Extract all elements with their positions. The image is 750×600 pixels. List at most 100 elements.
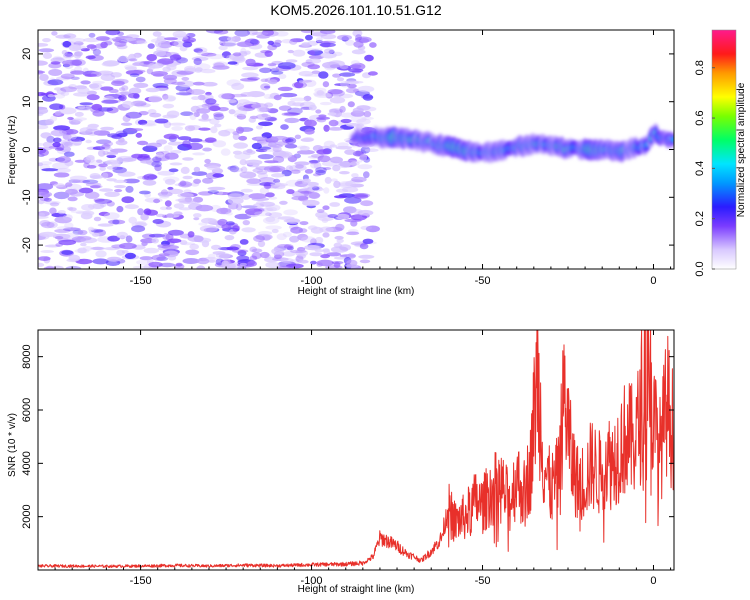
noise-blob: [98, 163, 108, 168]
noise-blob: [165, 206, 172, 210]
noise-blob: [85, 139, 92, 144]
noise-blob: [120, 122, 133, 126]
noise-blob: [264, 50, 273, 57]
noise-blob: [351, 173, 359, 178]
noise-blob: [135, 76, 146, 83]
noise-blob: [205, 91, 212, 96]
noise-blob: [311, 186, 320, 191]
noise-blob: [182, 157, 194, 161]
noise-blob: [54, 110, 62, 116]
noise-blob: [339, 72, 356, 77]
noise-blob: [114, 40, 127, 47]
noise-blob: [193, 178, 202, 184]
noise-blob: [166, 110, 180, 118]
noise-blob: [108, 88, 119, 94]
noise-blob: [42, 38, 51, 43]
noise-blob: [314, 87, 327, 93]
noise-blob: [67, 116, 74, 120]
noise-blob: [62, 214, 73, 221]
noise-blob: [164, 178, 176, 185]
y-tick-label: 4000: [21, 451, 33, 475]
noise-blob: [317, 152, 324, 161]
spectrogram-trace: [350, 123, 674, 164]
noise-blob: [299, 145, 310, 151]
noise-blob: [67, 138, 80, 142]
noise-blob: [213, 113, 225, 121]
noise-blob: [50, 115, 58, 122]
noise-blob: [218, 45, 228, 51]
noise-blob: [92, 48, 101, 56]
noise-blob: [277, 244, 291, 249]
noise-blob: [102, 172, 109, 179]
noise-blob: [112, 219, 120, 225]
noise-blob: [67, 37, 86, 44]
noise-blob: [111, 80, 125, 87]
noise-blob: [156, 152, 164, 158]
noise-blob: [60, 73, 75, 80]
noise-blob: [116, 231, 128, 239]
noise-blob: [47, 94, 55, 98]
noise-blob: [132, 62, 145, 66]
noise-blob: [53, 191, 70, 200]
noise-blob: [159, 206, 169, 211]
noise-blob: [129, 73, 140, 78]
noise-blob: [149, 112, 162, 118]
noise-blob: [136, 140, 149, 146]
noise-blob: [319, 101, 332, 106]
noise-blob: [92, 258, 109, 265]
snr-panel: -150 -100 -50 0 2000 4000 6000 8000 Height of …: [7, 329, 675, 595]
noise-blob: [337, 34, 352, 41]
noise-blob: [318, 71, 329, 79]
noise-blob: [293, 81, 304, 89]
noise-blob: [332, 73, 342, 78]
noise-blob: [275, 182, 282, 186]
noise-blob: [221, 224, 232, 230]
noise-blob: [193, 48, 203, 53]
noise-blob: [92, 146, 106, 151]
noise-blob: [238, 135, 248, 141]
noise-blob: [338, 93, 353, 99]
snr-x-ticks: -150 -100 -50 0: [54, 330, 672, 587]
noise-blob: [56, 87, 67, 95]
noise-blob: [240, 78, 258, 82]
noise-blob: [177, 192, 194, 198]
noise-blob: [236, 103, 244, 110]
noise-blob: [271, 173, 285, 178]
noise-blob: [251, 197, 270, 202]
noise-blob: [163, 74, 178, 81]
noise-blob: [38, 48, 55, 53]
noise-blob: [279, 200, 288, 205]
noise-blob: [54, 236, 64, 240]
noise-blob: [233, 113, 243, 118]
noise-blob: [259, 251, 270, 259]
noise-blob: [203, 227, 218, 233]
noise-blob: [240, 188, 253, 193]
noise-blob: [92, 110, 105, 117]
noise-blob: [79, 127, 93, 135]
noise-blob: [229, 165, 240, 173]
noise-blob: [237, 42, 253, 48]
noise-blob: [53, 125, 71, 131]
noise-blob: [93, 216, 102, 222]
noise-blob: [130, 54, 141, 59]
noise-blob: [229, 93, 247, 98]
noise-blob: [316, 209, 325, 213]
noise-blob: [345, 160, 363, 164]
noise-blob: [322, 61, 340, 69]
spectrogram-y-label: Frequency (Hz): [7, 116, 18, 185]
noise-blob: [99, 166, 106, 171]
colorbar-frame: [711, 29, 737, 270]
noise-blob: [68, 133, 77, 140]
noise-blob: [130, 40, 137, 45]
colorbar-gradient: [712, 30, 736, 269]
noise-blob: [152, 156, 162, 163]
noise-blob: [268, 212, 283, 218]
noise-blob: [80, 242, 87, 247]
noise-blob: [273, 94, 282, 101]
noise-blob: [58, 239, 77, 246]
spectrogram-x-label: Height of straight line (km): [298, 286, 415, 297]
noise-blob: [173, 211, 183, 216]
noise-blob: [304, 169, 314, 174]
noise-blob: [221, 93, 236, 100]
noise-blob: [175, 92, 192, 96]
